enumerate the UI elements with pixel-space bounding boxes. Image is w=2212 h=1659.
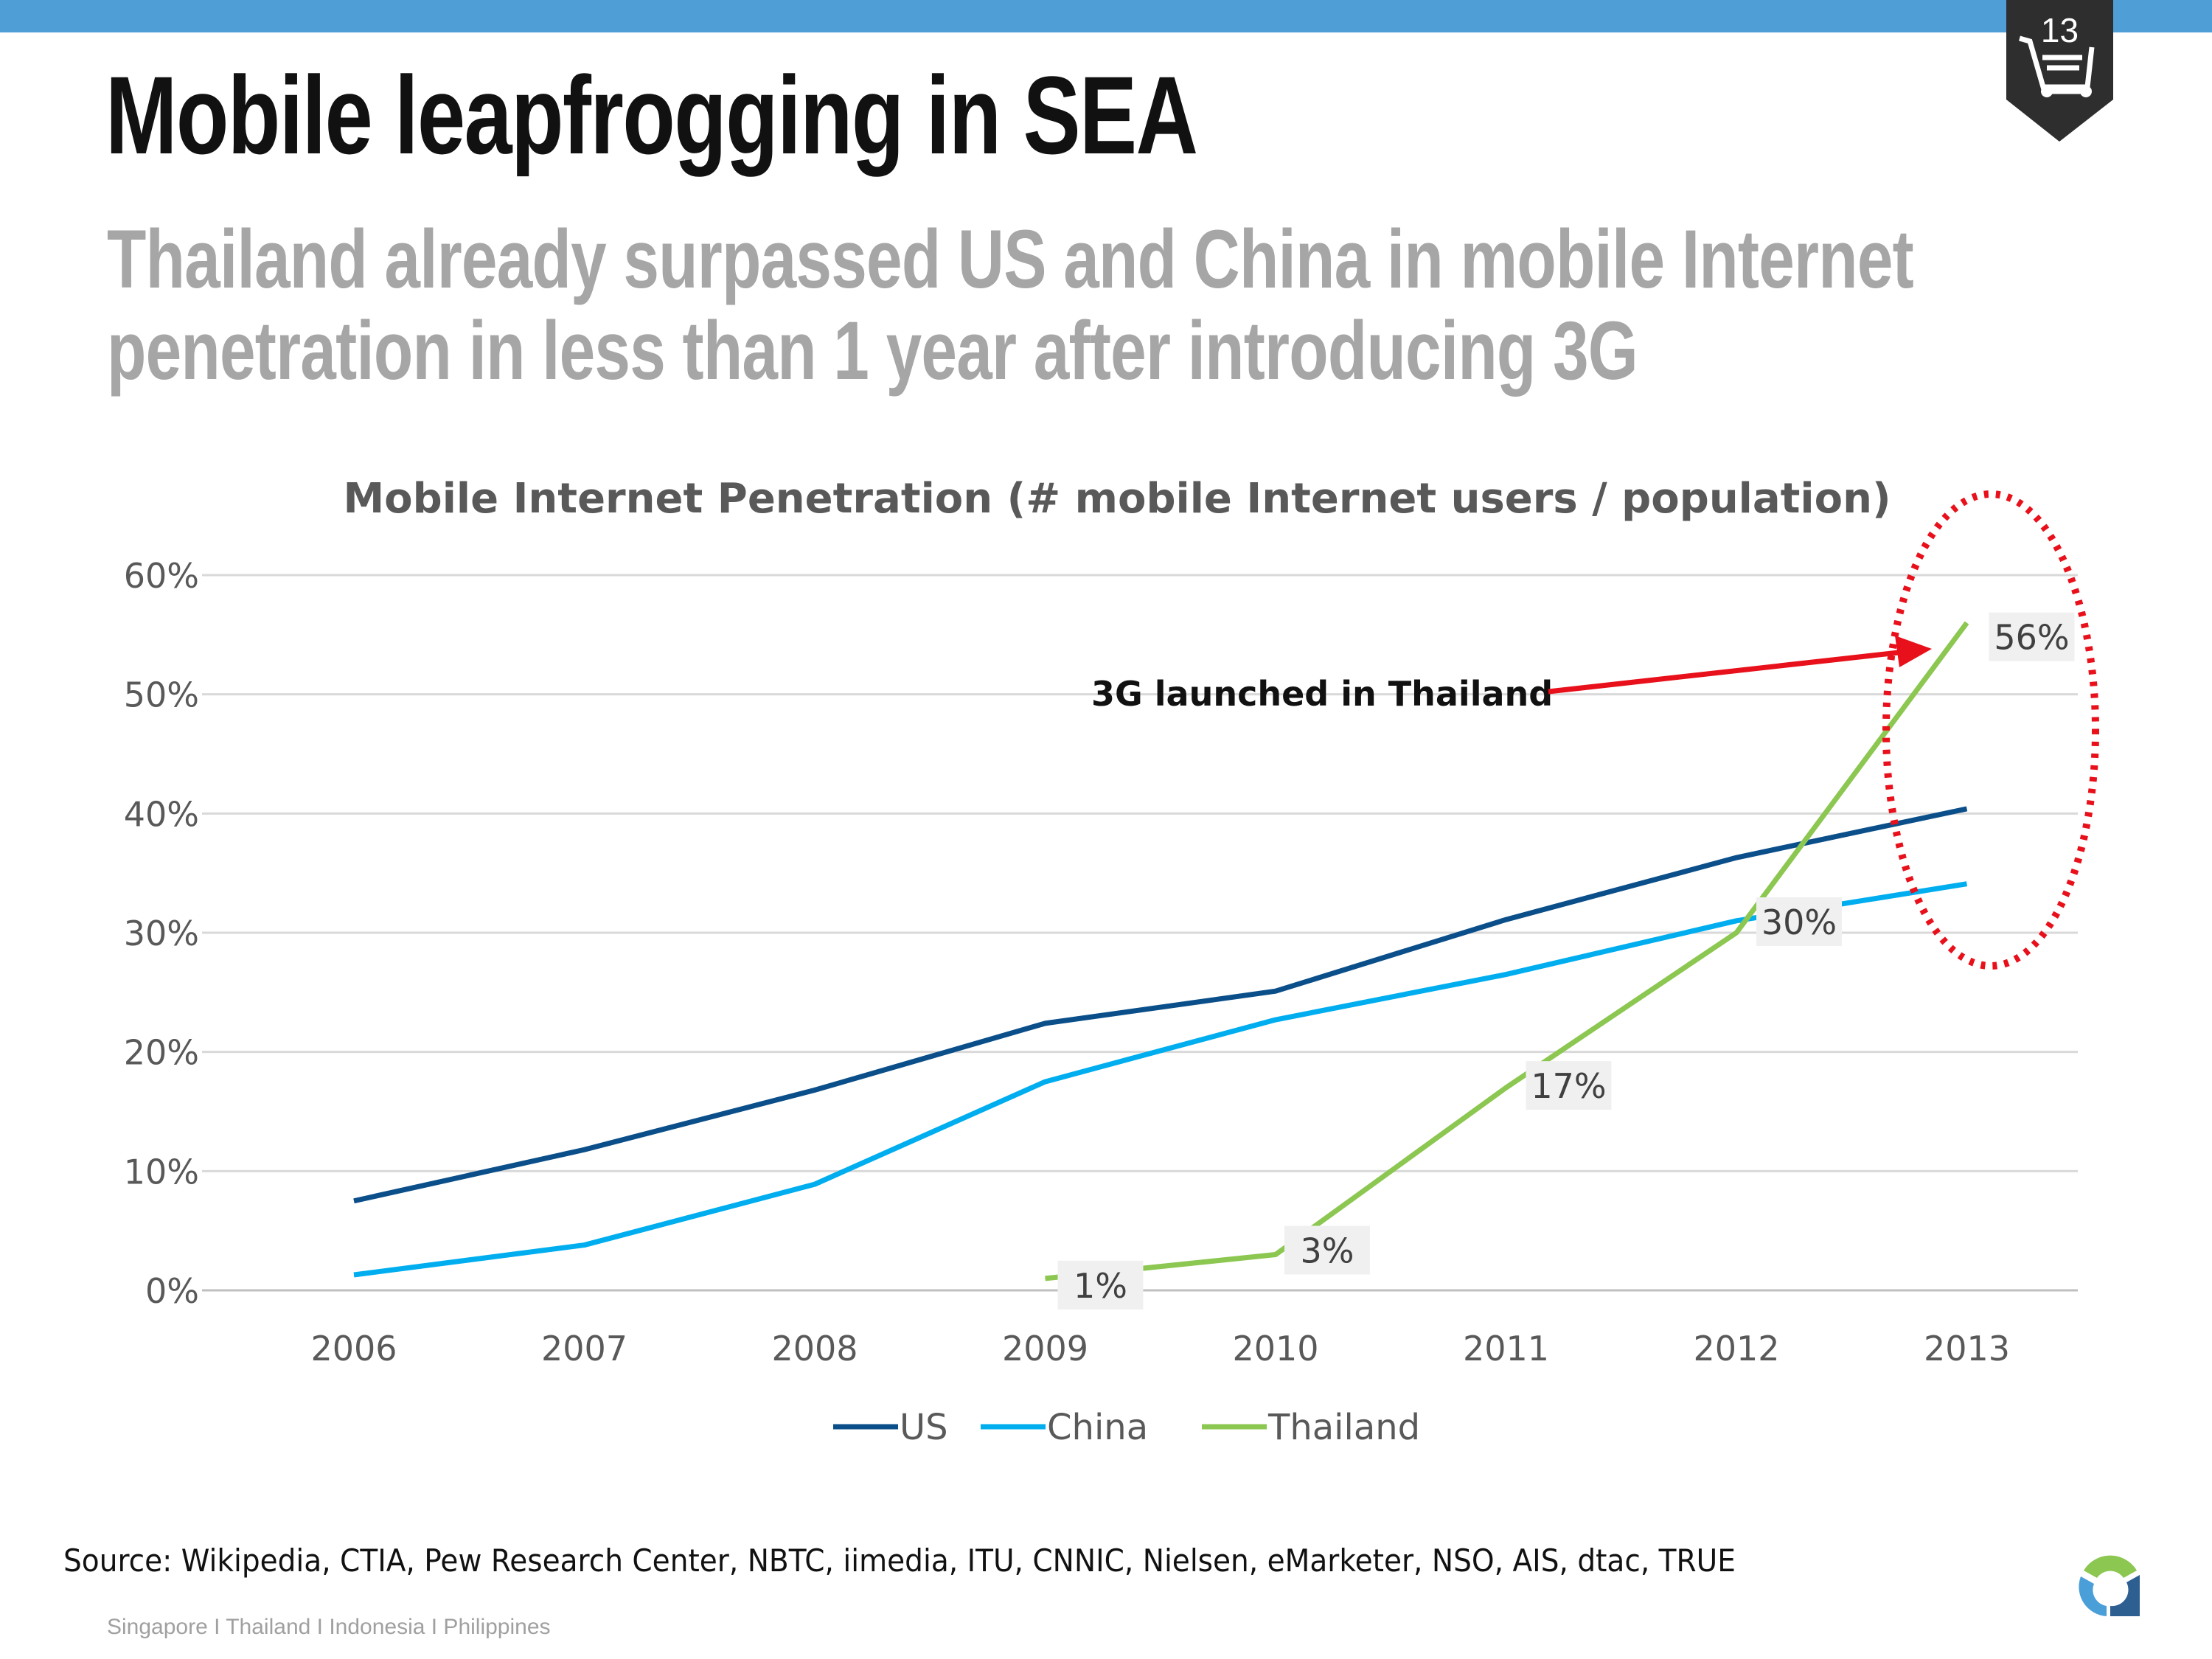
footer-regions: Singapore I Thailand I Indonesia I Phili… [107, 1615, 551, 1639]
annotation-arrow-line [1548, 650, 1899, 695]
x-tick-label: 2013 [1924, 1329, 2010, 1368]
subtitle-line-1: Thailand already surpassed US and China … [107, 213, 1914, 305]
series-line-us [353, 806, 1968, 1204]
x-tick-label: 2012 [1693, 1329, 1779, 1368]
data-label: 17% [1531, 1066, 1606, 1106]
y-tick-label: 10% [124, 1152, 199, 1192]
page-title: Mobile leapfrogging in SEA [105, 53, 1198, 177]
x-tick-label: 2008 [771, 1329, 858, 1368]
page-number: 13 [2040, 11, 2079, 49]
series-line-china [353, 881, 1968, 1278]
x-tick-label: 2011 [1463, 1329, 1549, 1368]
y-tick-label: 50% [124, 675, 199, 715]
page-badge [2006, 0, 2113, 142]
highlight-ellipse [1882, 490, 2099, 970]
arrow-head-icon [1895, 636, 1932, 667]
x-tick-label: 2007 [541, 1329, 627, 1368]
top-accent-bar [0, 0, 2212, 32]
y-tick-label: 0% [145, 1271, 199, 1311]
y-tick-label: 30% [124, 914, 199, 953]
data-label-bg [1989, 612, 2075, 661]
y-tick-label: 20% [124, 1033, 199, 1073]
source-note: Source: Wikipedia, CTIA, Pew Research Ce… [63, 1543, 1736, 1579]
data-label-bg [1057, 1260, 1144, 1310]
data-label-bg [1526, 1061, 1612, 1110]
data-label: 1% [1074, 1266, 1127, 1306]
page-subtitle: Thailand already surpassed US and China … [107, 213, 1914, 397]
legend-label-thailand: Thailand [1267, 1407, 1420, 1448]
y-tick-label: 40% [124, 794, 199, 834]
x-tick-label: 2009 [1002, 1329, 1088, 1368]
data-label-bg [1284, 1225, 1370, 1275]
data-label: 30% [1761, 902, 1837, 942]
legend-label-china: China [1047, 1407, 1148, 1448]
company-logo [2079, 1555, 2140, 1616]
data-label: 56% [1994, 618, 2069, 658]
data-label: 3% [1301, 1231, 1354, 1271]
subtitle-line-2: penetration in less than 1 year after in… [107, 305, 1638, 397]
data-label-bg [1756, 897, 1842, 946]
x-tick-label: 2006 [310, 1329, 397, 1368]
x-tick-label: 2010 [1232, 1329, 1318, 1368]
chart-title: Mobile Internet Penetration (# mobile In… [343, 475, 1891, 523]
legend-label-us: US [900, 1407, 948, 1448]
annotation-label: 3G launched in Thailand [1091, 674, 1553, 714]
y-tick-label: 60% [124, 556, 199, 596]
series-line-thailand [1045, 621, 1969, 1281]
